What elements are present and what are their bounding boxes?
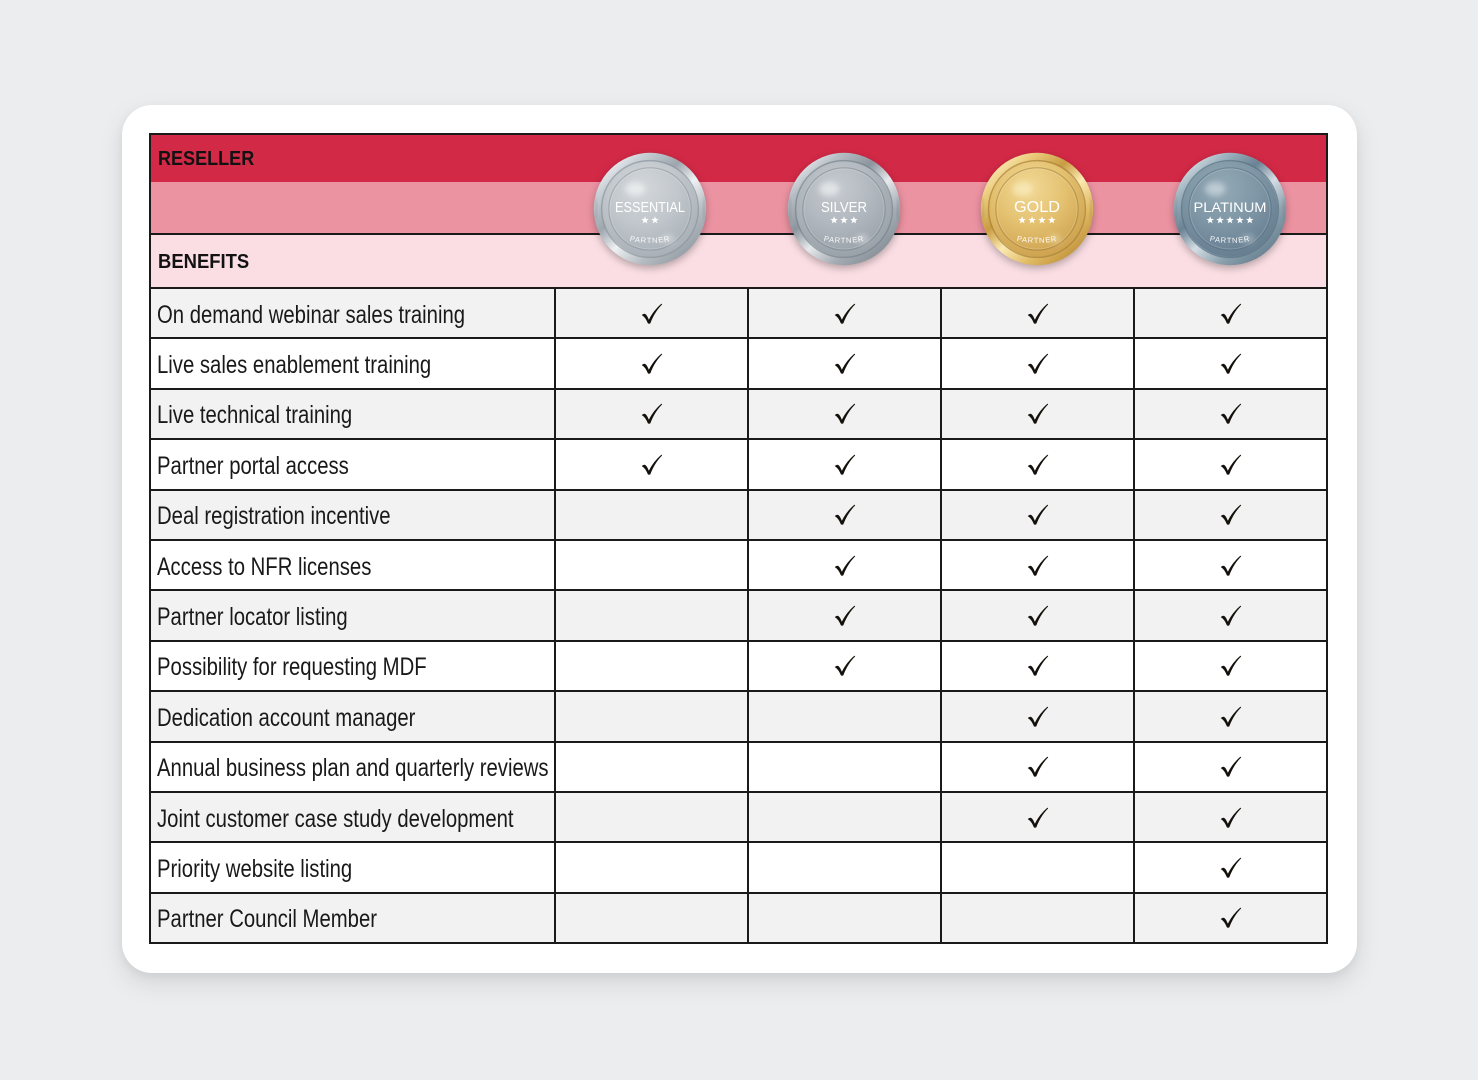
svg-text:ESSENTIAL: ESSENTIAL [615, 199, 685, 216]
svg-text:GOLD: GOLD [1014, 199, 1060, 216]
svg-text:PARTNER: PARTNER [823, 234, 865, 245]
svg-text:PARTNER: PARTNER [1016, 234, 1058, 245]
svg-text:PARTNER: PARTNER [1209, 234, 1251, 245]
svg-text:PLATINUM: PLATINUM [1193, 200, 1266, 216]
svg-text:SILVER: SILVER [821, 200, 867, 216]
svg-text:PARTNER: PARTNER [629, 234, 671, 245]
